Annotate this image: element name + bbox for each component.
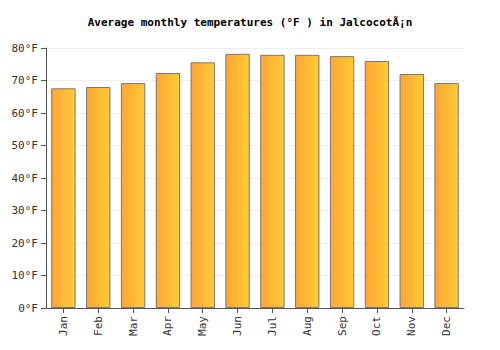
svg-text:Jan: Jan	[57, 316, 70, 336]
svg-text:10°F: 10°F	[12, 269, 39, 282]
svg-text:20°F: 20°F	[12, 237, 39, 250]
svg-text:70°F: 70°F	[12, 74, 39, 87]
svg-text:Aug: Aug	[301, 316, 314, 336]
svg-text:Oct: Oct	[370, 316, 383, 336]
svg-text:50°F: 50°F	[12, 139, 39, 152]
svg-text:Dec: Dec	[440, 316, 453, 336]
svg-text:Mar: Mar	[127, 316, 140, 336]
svg-text:Jul: Jul	[266, 316, 279, 336]
svg-text:30°F: 30°F	[12, 204, 39, 217]
svg-text:60°F: 60°F	[12, 107, 39, 120]
svg-text:Nov: Nov	[405, 316, 418, 336]
svg-text:80°F: 80°F	[12, 42, 39, 55]
svg-text:Apr: Apr	[161, 316, 174, 336]
svg-text:May: May	[196, 316, 209, 336]
svg-text:Jun: Jun	[231, 316, 244, 336]
svg-text:Average monthly temperatures (: Average monthly temperatures (°F ) in Ja…	[88, 16, 413, 29]
svg-text:Sep: Sep	[336, 316, 349, 336]
svg-text:40°F: 40°F	[12, 172, 39, 185]
svg-text:Feb: Feb	[92, 316, 105, 336]
svg-text:0°F: 0°F	[18, 302, 38, 315]
